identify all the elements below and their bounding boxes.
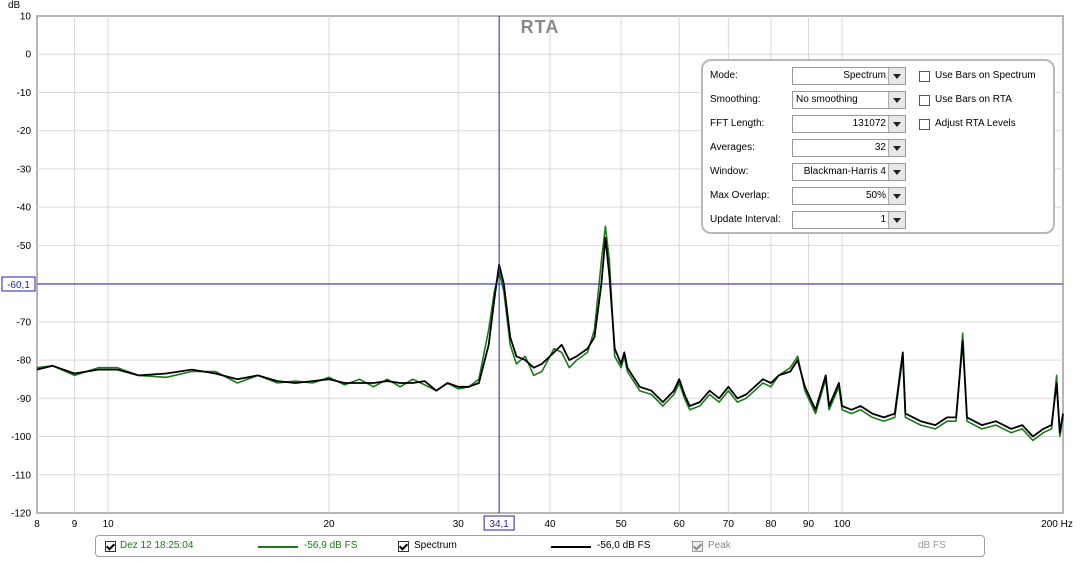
y-tick-label: -50 — [17, 241, 32, 252]
averages-value: 32 — [874, 142, 886, 153]
mode-row: Mode: Spectrum — [709, 67, 909, 87]
checkbox-icon[interactable] — [919, 71, 930, 82]
y-tick-label: -120 — [11, 509, 31, 520]
spectrum-name: Spectrum — [414, 540, 457, 551]
mode-select[interactable]: Spectrum — [792, 67, 906, 85]
checkbox-icon[interactable] — [919, 95, 930, 106]
x-tick-label: 90 — [803, 519, 815, 530]
update-interval-value: 1 — [880, 214, 886, 225]
y-tick-label: -110 — [12, 470, 32, 481]
measurement-line-swatch — [258, 546, 298, 548]
y-tick-label: -10 — [17, 88, 32, 99]
y-tick-label: -40 — [17, 203, 32, 214]
spectrum-visible-checkbox[interactable] — [398, 541, 409, 552]
checkbox-icon[interactable] — [919, 119, 930, 130]
window-row: Window: Blackman-Harris 4 — [709, 163, 909, 183]
cursor-y-readout-box — [1, 276, 36, 292]
x-tick-label: 60 — [674, 519, 686, 530]
x-tick-label: 50 — [616, 519, 628, 530]
use-bars-rta-label: Use Bars on RTA — [935, 94, 1012, 105]
x-tick-label: 9 — [72, 519, 78, 530]
chevron-down-icon[interactable] — [888, 68, 905, 84]
fft-length-select[interactable]: 131072 — [792, 115, 906, 133]
x-tick-label: 8 — [34, 519, 40, 530]
spectrum-line-swatch — [551, 546, 591, 548]
update-interval-row: Update Interval: 1 — [709, 211, 909, 231]
x-tick-label: 40 — [544, 519, 556, 530]
smoothing-select[interactable]: No smoothing — [792, 91, 906, 109]
x-axis-ticks: 8 9 10 20 30 40 50 60 70 80 90 100 200 Hz — [34, 519, 1073, 530]
max-overlap-row: Max Overlap: 50% — [709, 187, 909, 207]
y-axis-unit: dB — [8, 0, 21, 11]
peak-visible-checkbox[interactable] — [692, 541, 703, 552]
averages-row: Averages: 32 — [709, 139, 909, 159]
averages-select[interactable]: 32 — [792, 139, 906, 157]
max-overlap-value: 50% — [865, 190, 886, 201]
y-tick-label: -70 — [17, 317, 32, 328]
use-bars-rta-checkbox[interactable]: Use Bars on RTA — [919, 93, 1055, 109]
x-tick-label: 80 — [765, 519, 777, 530]
chevron-down-icon[interactable] — [888, 116, 905, 132]
fft-length-value: 131072 — [852, 118, 886, 129]
level-units: dB FS — [918, 540, 946, 551]
window-select[interactable]: Blackman-Harris 4 — [792, 163, 906, 181]
use-bars-spectrum-label: Use Bars on Spectrum — [935, 70, 1036, 81]
x-tick-label: 100 — [834, 519, 851, 530]
cursor-y-readout: -60,1 — [7, 280, 30, 291]
chevron-down-icon[interactable] — [888, 188, 905, 204]
smoothing-label: Smoothing: — [710, 94, 761, 105]
mode-label: Mode: — [710, 70, 738, 81]
x-tick-label: 200 Hz — [1041, 519, 1073, 530]
mode-value: Spectrum — [843, 70, 886, 81]
chevron-down-icon[interactable] — [888, 212, 905, 228]
update-interval-label: Update Interval: — [710, 214, 781, 225]
chevron-down-icon[interactable] — [888, 140, 905, 156]
averages-label: Averages: — [710, 142, 755, 153]
x-tick-label: 20 — [324, 519, 336, 530]
measurement-visible-checkbox[interactable] — [105, 541, 116, 552]
y-axis-ticks: 100-10-20-30-40-50-60-70-80-90-100-110-1… — [11, 12, 31, 520]
x-tick-label: 70 — [723, 519, 735, 530]
spectrum-level: -56,0 dB FS — [597, 540, 651, 551]
window-value: Blackman-Harris 4 — [803, 166, 886, 177]
window-label: Window: — [710, 166, 749, 177]
adjust-rta-levels-label: Adjust RTA Levels — [935, 118, 1016, 129]
cursor-x-readout-box — [483, 515, 515, 531]
fft-length-row: FFT Length: 131072 — [709, 115, 909, 135]
adjust-rta-levels-checkbox[interactable]: Adjust RTA Levels — [919, 117, 1055, 133]
chevron-down-icon[interactable] — [888, 164, 905, 180]
smoothing-row: Smoothing: No smoothing — [709, 91, 909, 111]
fft-length-label: FFT Length: — [710, 118, 765, 129]
update-interval-select[interactable]: 1 — [792, 211, 906, 229]
y-tick-label: 0 — [25, 50, 31, 61]
x-tick-label: 30 — [453, 519, 465, 530]
series-line — [36, 236, 1064, 438]
series-lines — [36, 225, 1064, 442]
max-overlap-select[interactable]: 50% — [792, 187, 906, 205]
cursor-x-readout: 34,1 — [489, 519, 509, 530]
y-tick-label: -80 — [17, 356, 32, 367]
chevron-down-icon[interactable] — [888, 92, 905, 108]
measurement-name: Dez 12 18:25:04 — [120, 540, 194, 551]
max-overlap-label: Max Overlap: — [710, 190, 770, 201]
smoothing-value: No smoothing — [796, 94, 858, 105]
cursor[interactable]: -60,1 34,1 — [1, 16, 1063, 531]
chart-title: RTA — [521, 17, 560, 37]
use-bars-spectrum-checkbox[interactable]: Use Bars on Spectrum — [919, 69, 1055, 85]
y-tick-label: -20 — [17, 126, 32, 137]
x-tick-label: 10 — [103, 519, 115, 530]
y-tick-label: -100 — [11, 432, 31, 443]
rta-control-panel: Mode: Spectrum Smoothing: No smoothing F… — [701, 59, 1055, 234]
trace-legend: Dez 12 18:25:04 -56,9 dB FS Spectrum -56… — [95, 535, 985, 557]
y-tick-label: -30 — [17, 164, 32, 175]
y-tick-label: 10 — [20, 12, 32, 23]
measurement-level: -56,9 dB FS — [304, 540, 358, 551]
peak-name: Peak — [708, 540, 731, 551]
series-line — [36, 225, 1064, 442]
y-tick-label: -90 — [17, 394, 32, 405]
